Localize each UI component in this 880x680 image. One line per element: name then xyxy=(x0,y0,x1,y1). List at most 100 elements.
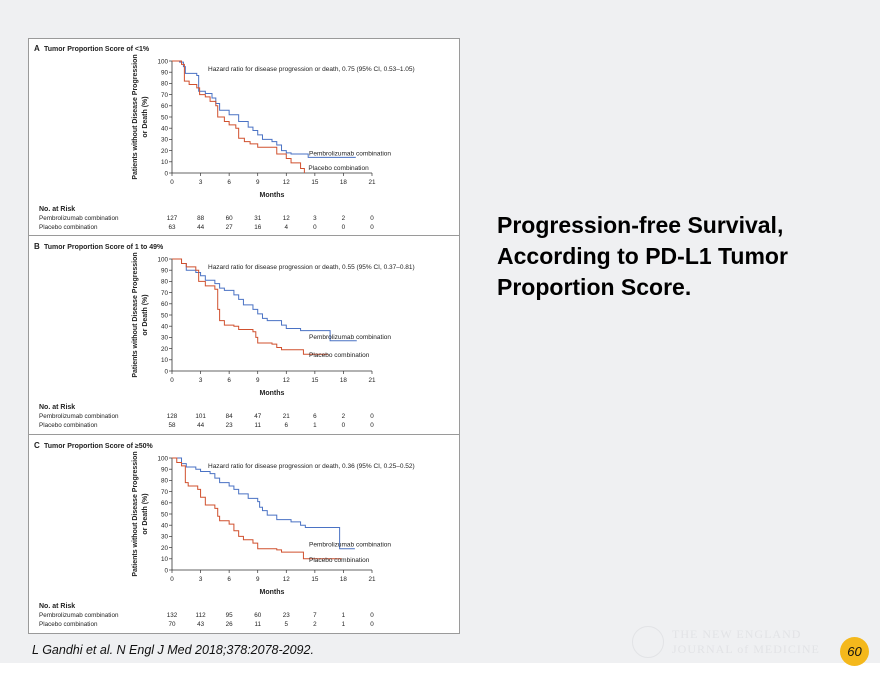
headline-line: Progression-free Survival, xyxy=(497,212,784,238)
y-tick-label: 0 xyxy=(164,368,168,375)
y-tick-label: 30 xyxy=(161,534,169,541)
risk-value: 16 xyxy=(254,224,262,231)
y-tick-label: 10 xyxy=(161,357,169,364)
y-tick-label: 40 xyxy=(161,126,169,133)
x-tick-label: 15 xyxy=(311,179,319,186)
x-tick-label: 9 xyxy=(256,576,260,583)
risk-table-heading: No. at Risk xyxy=(39,404,75,411)
risk-value: 127 xyxy=(167,215,178,222)
risk-value: 31 xyxy=(254,215,262,222)
x-tick-label: 0 xyxy=(170,576,174,583)
risk-value: 88 xyxy=(197,215,205,222)
risk-value: 128 xyxy=(167,413,178,420)
y-tick-label: 0 xyxy=(164,170,168,177)
risk-value: 23 xyxy=(226,422,234,429)
x-tick-label: 21 xyxy=(368,377,376,384)
y-tick-label: 10 xyxy=(161,556,169,563)
risk-value: 26 xyxy=(226,621,234,628)
y-tick-label: 100 xyxy=(157,455,168,462)
km-chart-b: B Tumor Proportion Score of 1 to 49% Patie… xyxy=(29,237,459,435)
km-curve-placebo xyxy=(172,457,342,560)
x-tick-label: 3 xyxy=(199,576,203,583)
x-axis-label: Months xyxy=(260,192,285,199)
slide: A Tumor Proportion Score of <1% Patients w… xyxy=(0,0,880,663)
risk-row-label: Pembrolizumab combination xyxy=(39,413,119,420)
seal-icon xyxy=(632,626,664,658)
km-curve-placebo xyxy=(172,258,329,355)
risk-value: 4 xyxy=(285,224,289,231)
y-axis-label: Patients without Disease Progression xyxy=(132,252,139,377)
series-label: Placebo combination xyxy=(309,557,370,564)
km-chart-a: A Tumor Proportion Score of <1% Patients w… xyxy=(29,39,459,237)
risk-value: 70 xyxy=(168,621,176,628)
km-curve-pembrolizumab xyxy=(172,457,355,550)
y-tick-label: 20 xyxy=(161,545,169,552)
citation: L Gandhi et al. N Engl J Med 2018;378:20… xyxy=(32,643,314,657)
y-tick-label: 70 xyxy=(161,290,169,297)
risk-value: 58 xyxy=(168,422,176,429)
page-number-badge: 60 xyxy=(840,637,869,666)
risk-value: 44 xyxy=(197,224,205,231)
series-label: Pembrolizumab combination xyxy=(309,150,391,157)
y-tick-label: 0 xyxy=(164,567,168,574)
y-tick-label: 90 xyxy=(161,268,169,275)
journal-logo-watermark: THE NEW ENGLAND JOURNAL of MEDICINE xyxy=(632,624,832,662)
x-tick-label: 9 xyxy=(256,377,260,384)
risk-value: 21 xyxy=(283,413,291,420)
risk-value: 1 xyxy=(342,612,346,619)
x-tick-label: 21 xyxy=(368,179,376,186)
km-curve-pembrolizumab xyxy=(172,258,357,342)
chart-title: Tumor Proportion Score of 1 to 49% xyxy=(44,244,164,251)
chart-svg: A Tumor Proportion Score of <1%Patients w… xyxy=(34,44,415,231)
y-tick-label: 40 xyxy=(161,324,169,331)
chart-title: Tumor Proportion Score of ≥50% xyxy=(44,443,153,450)
risk-value: 60 xyxy=(254,612,262,619)
risk-value: 0 xyxy=(370,422,374,429)
risk-value: 101 xyxy=(195,413,206,420)
headline-line: According to PD-L1 Tumor xyxy=(497,243,788,269)
risk-value: 3 xyxy=(313,215,317,222)
y-tick-label: 60 xyxy=(161,301,169,308)
risk-value: 1 xyxy=(342,621,346,628)
risk-value: 27 xyxy=(226,224,234,231)
logo-text: THE NEW ENGLAND JOURNAL of MEDICINE xyxy=(672,627,820,657)
y-tick-label: 70 xyxy=(161,489,169,496)
risk-value: 12 xyxy=(283,215,291,222)
divider xyxy=(29,434,459,435)
x-tick-label: 18 xyxy=(340,377,348,384)
panel-letter: B xyxy=(34,242,40,251)
y-tick-label: 90 xyxy=(161,70,169,77)
risk-value: 0 xyxy=(370,413,374,420)
risk-value: 5 xyxy=(285,621,289,628)
y-tick-label: 10 xyxy=(161,159,169,166)
risk-table-heading: No. at Risk xyxy=(39,603,75,610)
y-tick-label: 80 xyxy=(161,81,169,88)
x-tick-label: 18 xyxy=(340,576,348,583)
risk-value: 95 xyxy=(226,612,234,619)
x-tick-label: 6 xyxy=(227,576,231,583)
series-label: Placebo combination xyxy=(308,165,369,172)
x-tick-label: 12 xyxy=(283,179,291,186)
y-tick-label: 60 xyxy=(161,103,169,110)
risk-row-label: Pembrolizumab combination xyxy=(39,612,119,619)
hazard-ratio-annotation: Hazard ratio for disease progression or … xyxy=(208,463,415,470)
y-axis-label: Patients without Disease Progression xyxy=(132,54,139,179)
y-tick-label: 80 xyxy=(161,478,169,485)
risk-value: 23 xyxy=(283,612,291,619)
x-tick-label: 18 xyxy=(340,179,348,186)
y-tick-label: 30 xyxy=(161,137,169,144)
risk-value: 43 xyxy=(197,621,205,628)
x-tick-label: 6 xyxy=(227,179,231,186)
panel-letter: C xyxy=(34,441,40,450)
risk-value: 0 xyxy=(370,215,374,222)
x-tick-label: 9 xyxy=(256,179,260,186)
risk-value: 63 xyxy=(168,224,176,231)
divider xyxy=(29,235,459,236)
risk-value: 47 xyxy=(254,413,262,420)
x-tick-label: 15 xyxy=(311,377,319,384)
x-tick-label: 6 xyxy=(227,377,231,384)
series-label: Pembrolizumab combination xyxy=(309,542,391,549)
chart-svg: B Tumor Proportion Score of 1 to 49%Patie… xyxy=(34,242,415,429)
risk-value: 1 xyxy=(313,422,317,429)
slide-headline: Progression-free Survival, According to … xyxy=(497,210,857,303)
